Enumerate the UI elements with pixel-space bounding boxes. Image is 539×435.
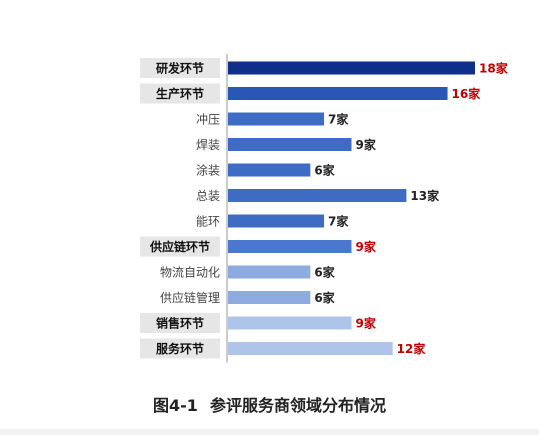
figure-title: 参评服务商领域分布情况 (209, 396, 386, 415)
data-label: 9家 (356, 316, 377, 331)
category-label-box (140, 313, 220, 333)
data-label: 16家 (452, 86, 482, 101)
data-label: 9家 (356, 137, 377, 152)
category-label: 供应链管理 (160, 290, 220, 305)
category-label: 供应链环节 (149, 239, 210, 254)
category-label: 涂装 (196, 163, 220, 178)
category-label: 研发环节 (156, 61, 204, 76)
bar (228, 265, 311, 279)
data-label: 13家 (410, 188, 440, 203)
category-label: 服务环节 (156, 341, 204, 356)
bar (228, 87, 448, 100)
data-label: 6家 (314, 290, 335, 305)
bar (228, 291, 311, 304)
figure-caption: 图4-1 参评服务商领域分布情况 (0, 392, 539, 416)
data-label: 12家 (397, 341, 427, 356)
category-label: 能环 (196, 215, 220, 229)
category-label: 生产环节 (156, 86, 204, 101)
bar (228, 316, 352, 330)
bar (228, 138, 352, 151)
category-label: 焊装 (196, 137, 220, 152)
bar (228, 189, 407, 202)
category-label: 销售环节 (156, 316, 204, 331)
category-label: 总装 (196, 189, 220, 203)
bar (228, 342, 393, 355)
category-label-box (140, 338, 220, 359)
data-label: 6家 (314, 163, 335, 178)
category-label: 冲压 (196, 112, 220, 127)
category-label-box (140, 58, 220, 78)
data-label: 7家 (328, 214, 349, 229)
bar (228, 240, 352, 253)
data-label: 7家 (328, 112, 349, 127)
bar (228, 163, 311, 177)
bar (228, 214, 325, 228)
data-label: 9家 (356, 239, 377, 254)
category-label-box (140, 236, 220, 257)
figure-number: 图4-1 (153, 396, 198, 415)
bar (228, 61, 475, 75)
category-label: 物流自动化 (160, 266, 220, 280)
bar (228, 112, 325, 126)
category-label-box (140, 83, 220, 104)
bottom-band (0, 429, 539, 435)
data-label: 6家 (314, 265, 335, 280)
data-label: 18家 (479, 61, 509, 76)
